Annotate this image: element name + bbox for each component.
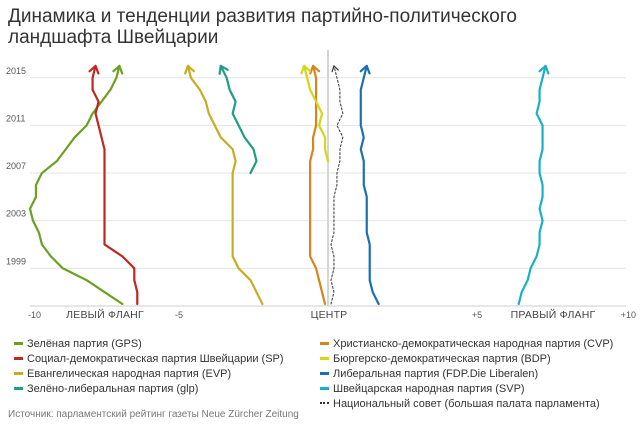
legend-item: Швейцарская народная партия (SVP) [320,383,525,396]
legend-label: Социал-демократическая партия Швейцарии … [27,353,284,365]
legend-item: Христианско-демократическая народная пар… [320,338,613,351]
series-arrow-head [88,64,100,75]
legend-label: Христианско-демократическая народная пар… [333,338,614,350]
series-4 [309,64,327,306]
legend-item: Бюргерско-демократическая партия (BDP) [320,353,551,366]
legend-item: Зелёная партия (GPS) [14,338,142,351]
legend-swatch [14,341,23,345]
legend-label: Бюргерско-демократическая партия (BDP) [333,353,551,365]
source-note: Источник: парламентский рейтинг газеты N… [8,409,299,420]
y-tick-label: 2003 [6,209,26,219]
legend-swatch [320,402,329,405]
center-label: ЦЕНТР [311,309,348,321]
series-arrow-head [359,64,371,75]
legend-label: Зелёно-либеральная партия (glp) [27,383,199,395]
legend-item: Социал-демократическая партия Швейцарии … [14,353,284,366]
legend-swatch [320,356,329,360]
legend-item: Либеральная партия (FDP.Die Liberalen) [320,368,538,381]
y-tick-label: 2007 [6,161,26,171]
series-line [219,64,258,175]
right-flank-label: ПРАВЫЙ ФЛАНГ [511,308,596,321]
legend-swatch [320,371,329,375]
y-tick-label: 2015 [6,66,26,76]
series-1 [88,64,139,306]
series-line [186,64,264,306]
legend-item: Евангелическая народная партия (EVP) [14,368,231,381]
axis-labels: 1999 2003 2007 2011 2015 -10 -5 +5 +10 [6,66,636,320]
legend-label: Национальный совет (большая палата парла… [333,398,600,410]
legend-item: Зелёно-либеральная партия (glp) [14,383,198,396]
series-arrow-head [538,64,550,75]
legend-label: Зелёная партия (GPS) [27,338,142,350]
legend-swatch [14,356,23,360]
series-arrow-head [309,64,321,75]
legend-swatch [14,386,23,390]
legend-swatch [14,371,23,375]
series-arrow-head [331,65,339,73]
series-arrow-head [300,64,312,75]
grid-lines [30,50,626,307]
series-7 [517,64,550,306]
y-tick-label: 2011 [6,113,25,123]
y-tick-label: 1999 [6,256,26,266]
left-flank-label: ЛЕВЫЙ ФЛАНГ [66,308,144,321]
legend-label: Швейцарская народная партия (SVP) [333,383,525,395]
series-line [517,64,547,306]
chart-title: Динамика и тенденции развития партийно-п… [8,6,517,48]
x-tick-label: +10 [621,310,636,320]
series-lines [28,64,550,306]
series-line [359,64,380,306]
x-tick-label: -10 [28,310,41,320]
legend-label: Либеральная партия (FDP.Die Liberalen) [333,368,539,380]
series-line [303,64,330,163]
series-arrow-head [112,64,124,75]
series-6 [359,64,380,306]
legend-swatch [320,386,329,390]
series-arrow-head [184,64,196,75]
series-5 [300,64,330,163]
legend-label: Евангелическая народная партия (EVP) [27,368,232,380]
series-3 [218,64,258,175]
x-tick-label: -5 [175,310,183,320]
series-line [309,64,327,306]
series-8 [330,65,344,305]
legend-item: Национальный совет (большая палата парла… [320,398,600,411]
series-arrow-head [218,64,229,75]
series-line [330,65,344,305]
x-tick-label: +5 [472,310,482,320]
series-2 [184,64,264,306]
legend-swatch [320,341,329,345]
series-line [91,64,139,306]
